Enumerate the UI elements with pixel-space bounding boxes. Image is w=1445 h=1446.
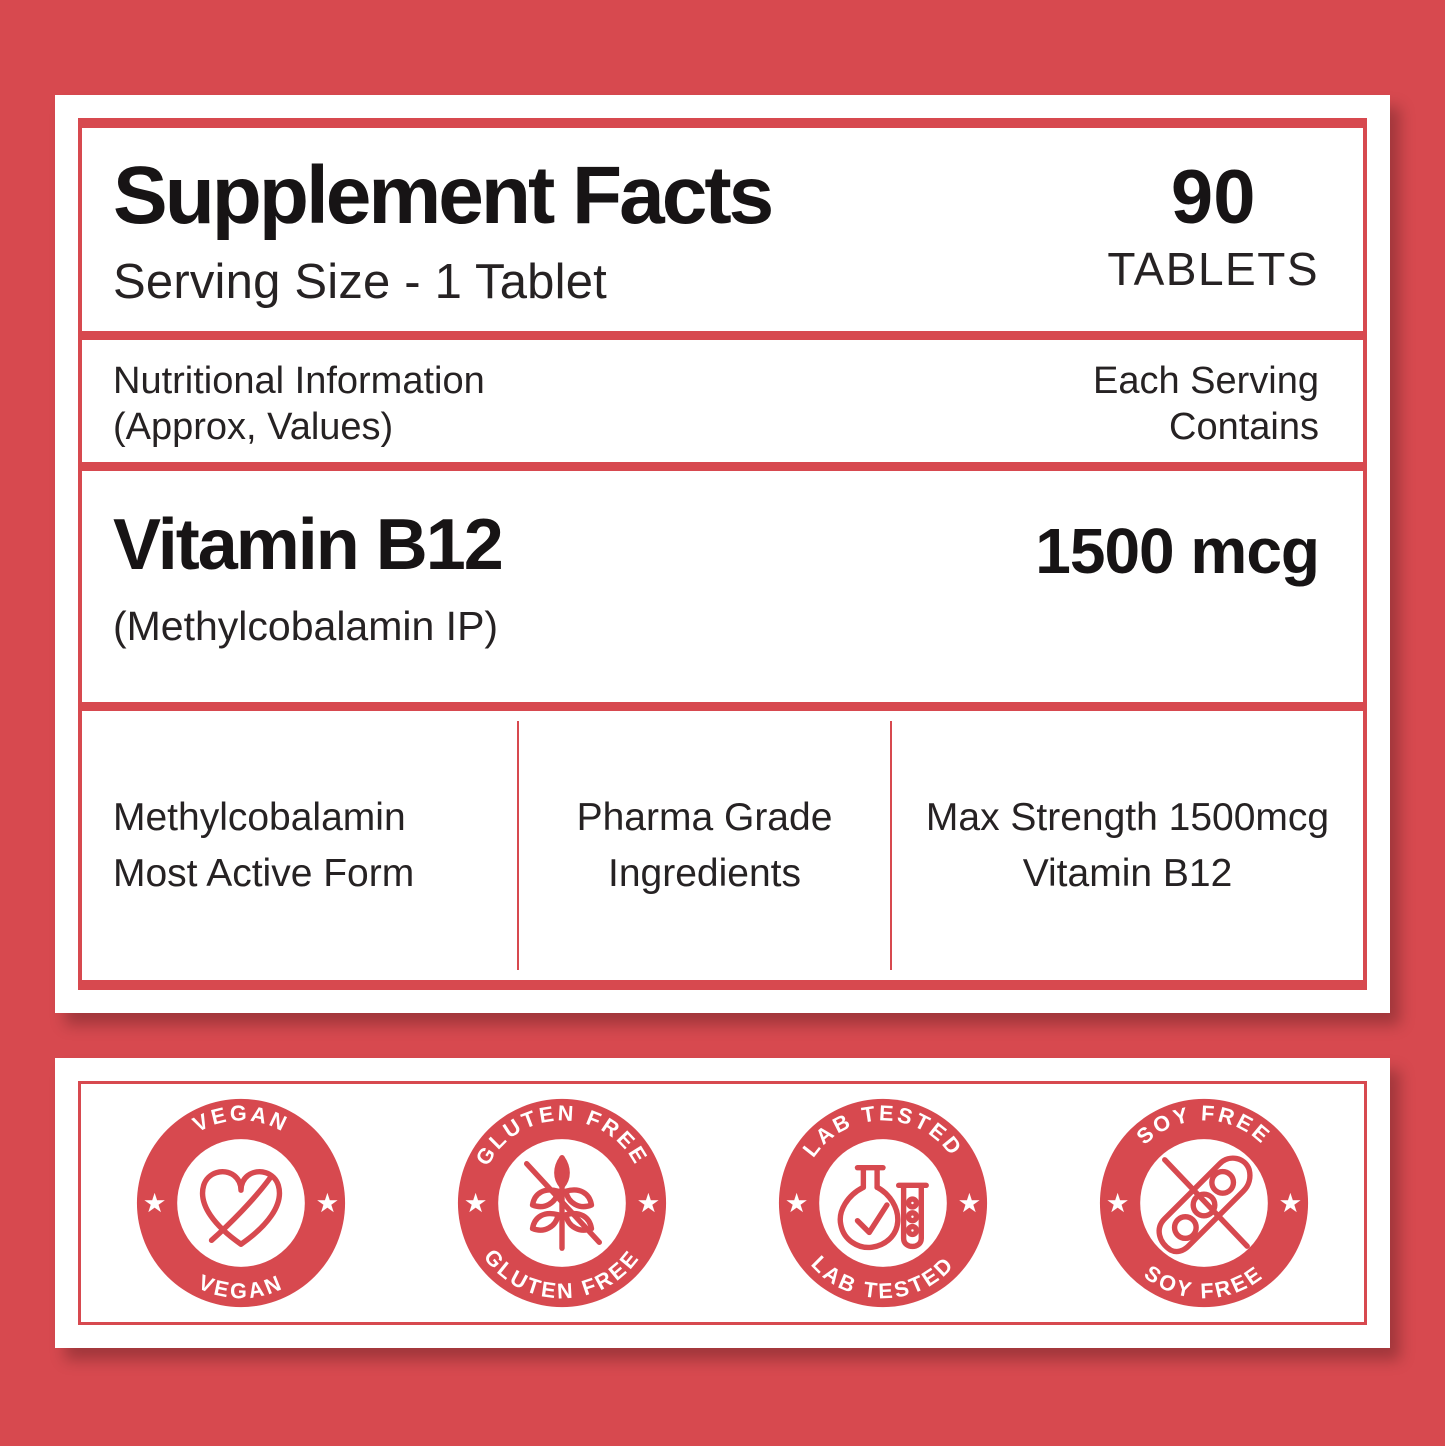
badge-inner-circle (177, 1139, 306, 1267)
facts-header-section: Supplement Facts Serving Size - 1 Tablet… (82, 128, 1363, 331)
nutrient-name-block: Vitamin B12 (Methylcobalamin IP) (113, 505, 504, 650)
nutritional-info-line1: Nutritional Information (113, 360, 485, 402)
nutrient-form: (Methylcobalamin IP) (113, 603, 499, 649)
section-divider (82, 702, 1363, 711)
feature-line: Most Active Form (113, 851, 415, 895)
feature-line: Ingredients (608, 851, 801, 895)
tablet-count-block: 90 TABLETS (1107, 154, 1319, 296)
badge-vegan: VEGAN VEGAN ★ ★ (137, 1098, 346, 1308)
feature-max-strength: Max Strength 1500mcg Vitamin B12 (890, 721, 1363, 970)
badges-panel: VEGAN VEGAN ★ ★ GLUTEN FREE GLUTEN FREE … (55, 1058, 1390, 1348)
badge-gluten-free: GLUTEN FREE GLUTEN FREE ★ ★ (458, 1098, 667, 1308)
wheat-icon (524, 1155, 603, 1251)
nutrient-amount: 1500 mcg (1035, 515, 1320, 587)
nutrient-name: Vitamin B12 (113, 505, 504, 585)
feature-methylcobalamin: Methylcobalamin Most Active Form (82, 721, 517, 970)
star-icon: ★ (785, 1188, 809, 1219)
supplement-facts-panel: Supplement Facts Serving Size - 1 Tablet… (55, 95, 1390, 1013)
star-icon: ★ (464, 1188, 488, 1219)
feature-line: Max Strength 1500mcg (925, 796, 1330, 840)
badge-lab-tested: LAB TESTED LAB TESTED ★ ★ (778, 1098, 987, 1308)
nutritional-info-line2: (Approx, Values) (113, 406, 394, 449)
star-icon: ★ (143, 1188, 167, 1219)
tablet-count-unit: TABLETS (1107, 243, 1319, 295)
badge-soy-free: SOY FREE SOY FREE ★ ★ (1099, 1098, 1308, 1308)
each-serving-label: Each Serving Contains (1093, 358, 1319, 451)
star-icon: ★ (1105, 1188, 1129, 1219)
nutritional-info-left: Nutritional Information (Approx, Values) (113, 358, 485, 451)
badges-border-box: VEGAN VEGAN ★ ★ GLUTEN FREE GLUTEN FREE … (78, 1081, 1367, 1325)
leaf-icon (200, 1169, 283, 1247)
feature-line: Methylcobalamin (113, 796, 406, 840)
facts-header-left: Supplement Facts Serving Size - 1 Tablet (113, 150, 774, 310)
page-title: Supplement Facts (113, 150, 774, 241)
nutritional-info-section: Nutritional Information (Approx, Values)… (82, 340, 1363, 462)
features-section: Methylcobalamin Most Active Form Pharma … (82, 711, 1363, 980)
serving-size-text: Serving Size - 1 Tablet (113, 254, 607, 309)
section-divider (82, 462, 1363, 471)
nutrient-row: Vitamin B12 (Methylcobalamin IP) 1500 mc… (82, 471, 1363, 702)
star-icon: ★ (637, 1188, 661, 1219)
section-divider (82, 331, 1363, 340)
star-icon: ★ (316, 1188, 340, 1219)
badge-inner-circle (819, 1139, 947, 1267)
star-icon: ★ (957, 1188, 981, 1219)
feature-line: Pharma Grade (576, 796, 833, 840)
feature-line: Vitamin B12 (1022, 851, 1233, 895)
each-serving-line1: Each Serving (1092, 360, 1319, 402)
tablet-count: 90 (1170, 155, 1256, 240)
facts-border-box: Supplement Facts Serving Size - 1 Tablet… (78, 118, 1367, 990)
feature-pharma-grade: Pharma Grade Ingredients (517, 721, 890, 970)
lab-flask-icon (837, 1164, 929, 1251)
star-icon: ★ (1278, 1188, 1302, 1219)
soybean-icon (1156, 1155, 1253, 1255)
each-serving-line2: Contains (1169, 406, 1319, 449)
